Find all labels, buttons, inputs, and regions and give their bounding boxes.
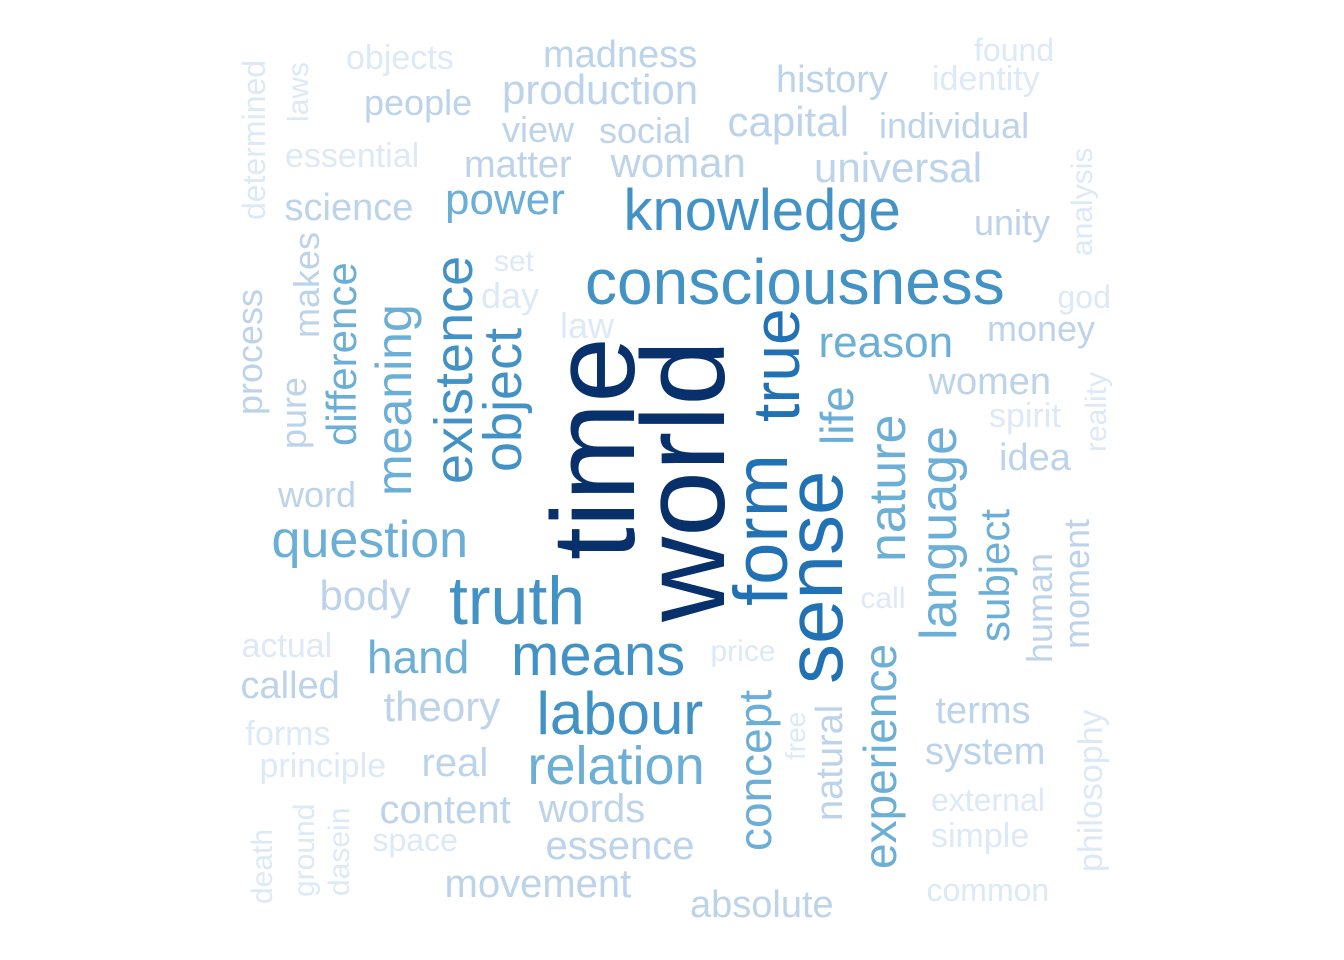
- word-reality: reality: [1080, 371, 1113, 452]
- word-people: people: [364, 82, 473, 123]
- word-theory: theory: [383, 683, 501, 730]
- word-found: found: [974, 32, 1055, 68]
- word-language: language: [910, 426, 968, 640]
- word-law: law: [560, 305, 615, 346]
- word-truth: truth: [449, 563, 586, 639]
- word-power: power: [445, 175, 565, 224]
- word-natural: natural: [809, 704, 851, 821]
- word-capital: capital: [727, 98, 849, 145]
- word-women: women: [928, 361, 1052, 403]
- word-real: real: [421, 741, 489, 785]
- word-life: life: [811, 385, 863, 445]
- word-money: money: [987, 308, 1096, 349]
- word-relation: relation: [527, 736, 705, 796]
- word-movement: movement: [444, 862, 632, 906]
- word-body: body: [319, 572, 411, 619]
- word-simple: simple: [931, 817, 1030, 855]
- word-question: question: [271, 511, 469, 569]
- word-identity: identity: [932, 60, 1040, 98]
- word-nature: nature: [859, 414, 917, 562]
- word-analysis: analysis: [1066, 147, 1099, 256]
- word-makes: makes: [286, 231, 327, 338]
- word-spirit: spirit: [989, 397, 1061, 435]
- word-knowledge: knowledge: [623, 178, 901, 243]
- word-individual: individual: [879, 105, 1030, 146]
- word-woman: woman: [610, 139, 746, 186]
- word-determined: determined: [236, 59, 272, 220]
- word-set: set: [494, 245, 535, 278]
- word-subject: subject: [971, 508, 1018, 642]
- word-essential: essential: [285, 137, 420, 175]
- word-view: view: [502, 109, 575, 150]
- word-space: space: [372, 822, 458, 858]
- word-idea: idea: [999, 437, 1071, 479]
- word-social: social: [599, 110, 692, 151]
- word-system: system: [925, 731, 1046, 773]
- word-human: human: [1019, 552, 1060, 663]
- word-objects: objects: [346, 39, 454, 77]
- word-object: object: [473, 327, 533, 472]
- word-ground: ground: [288, 803, 321, 897]
- word-content: content: [379, 788, 511, 832]
- word-call: call: [860, 582, 906, 615]
- word-actual: actual: [241, 627, 333, 665]
- word-difference: difference: [318, 262, 365, 446]
- word-god: god: [1057, 279, 1111, 315]
- word-history: history: [776, 59, 888, 101]
- word-philosophy: philosophy: [1072, 708, 1110, 872]
- word-free: free: [780, 711, 811, 760]
- word-terms: terms: [935, 690, 1031, 732]
- word-principle: principle: [259, 747, 387, 785]
- word-meaning: meaning: [366, 304, 422, 496]
- word-pure: pure: [273, 376, 314, 449]
- word-dasein: dasein: [323, 807, 356, 896]
- word-laws: laws: [282, 61, 315, 122]
- word-unity: unity: [974, 202, 1051, 243]
- word-death: death: [246, 828, 279, 904]
- word-matter: matter: [464, 144, 572, 186]
- word-essence: essence: [545, 824, 695, 868]
- word-madness: madness: [543, 34, 698, 76]
- word-concept: concept: [729, 689, 781, 851]
- word-price: price: [710, 635, 776, 668]
- word-process: process: [229, 288, 270, 415]
- word-called: called: [240, 665, 340, 707]
- word-production: production: [502, 66, 699, 113]
- word-form: form: [719, 454, 804, 606]
- word-moment: moment: [1056, 518, 1097, 649]
- word-common: common: [926, 872, 1050, 908]
- word-means: means: [511, 623, 686, 688]
- word-labour: labour: [536, 680, 704, 747]
- word-words: words: [538, 787, 646, 831]
- word-hand: hand: [367, 631, 470, 683]
- word-word: word: [278, 474, 357, 515]
- word-day: day: [481, 275, 540, 316]
- word-external: external: [931, 782, 1045, 818]
- word-universal: universal: [814, 144, 983, 191]
- word-time: time: [528, 336, 660, 560]
- word-reason: reason: [818, 318, 954, 367]
- word-science: science: [284, 187, 414, 229]
- word-absolute: absolute: [690, 884, 834, 926]
- word-consciousness: consciousness: [585, 246, 1005, 318]
- word-forms: forms: [245, 715, 331, 753]
- word-experience: experience: [854, 643, 906, 869]
- word-true: true: [739, 308, 813, 422]
